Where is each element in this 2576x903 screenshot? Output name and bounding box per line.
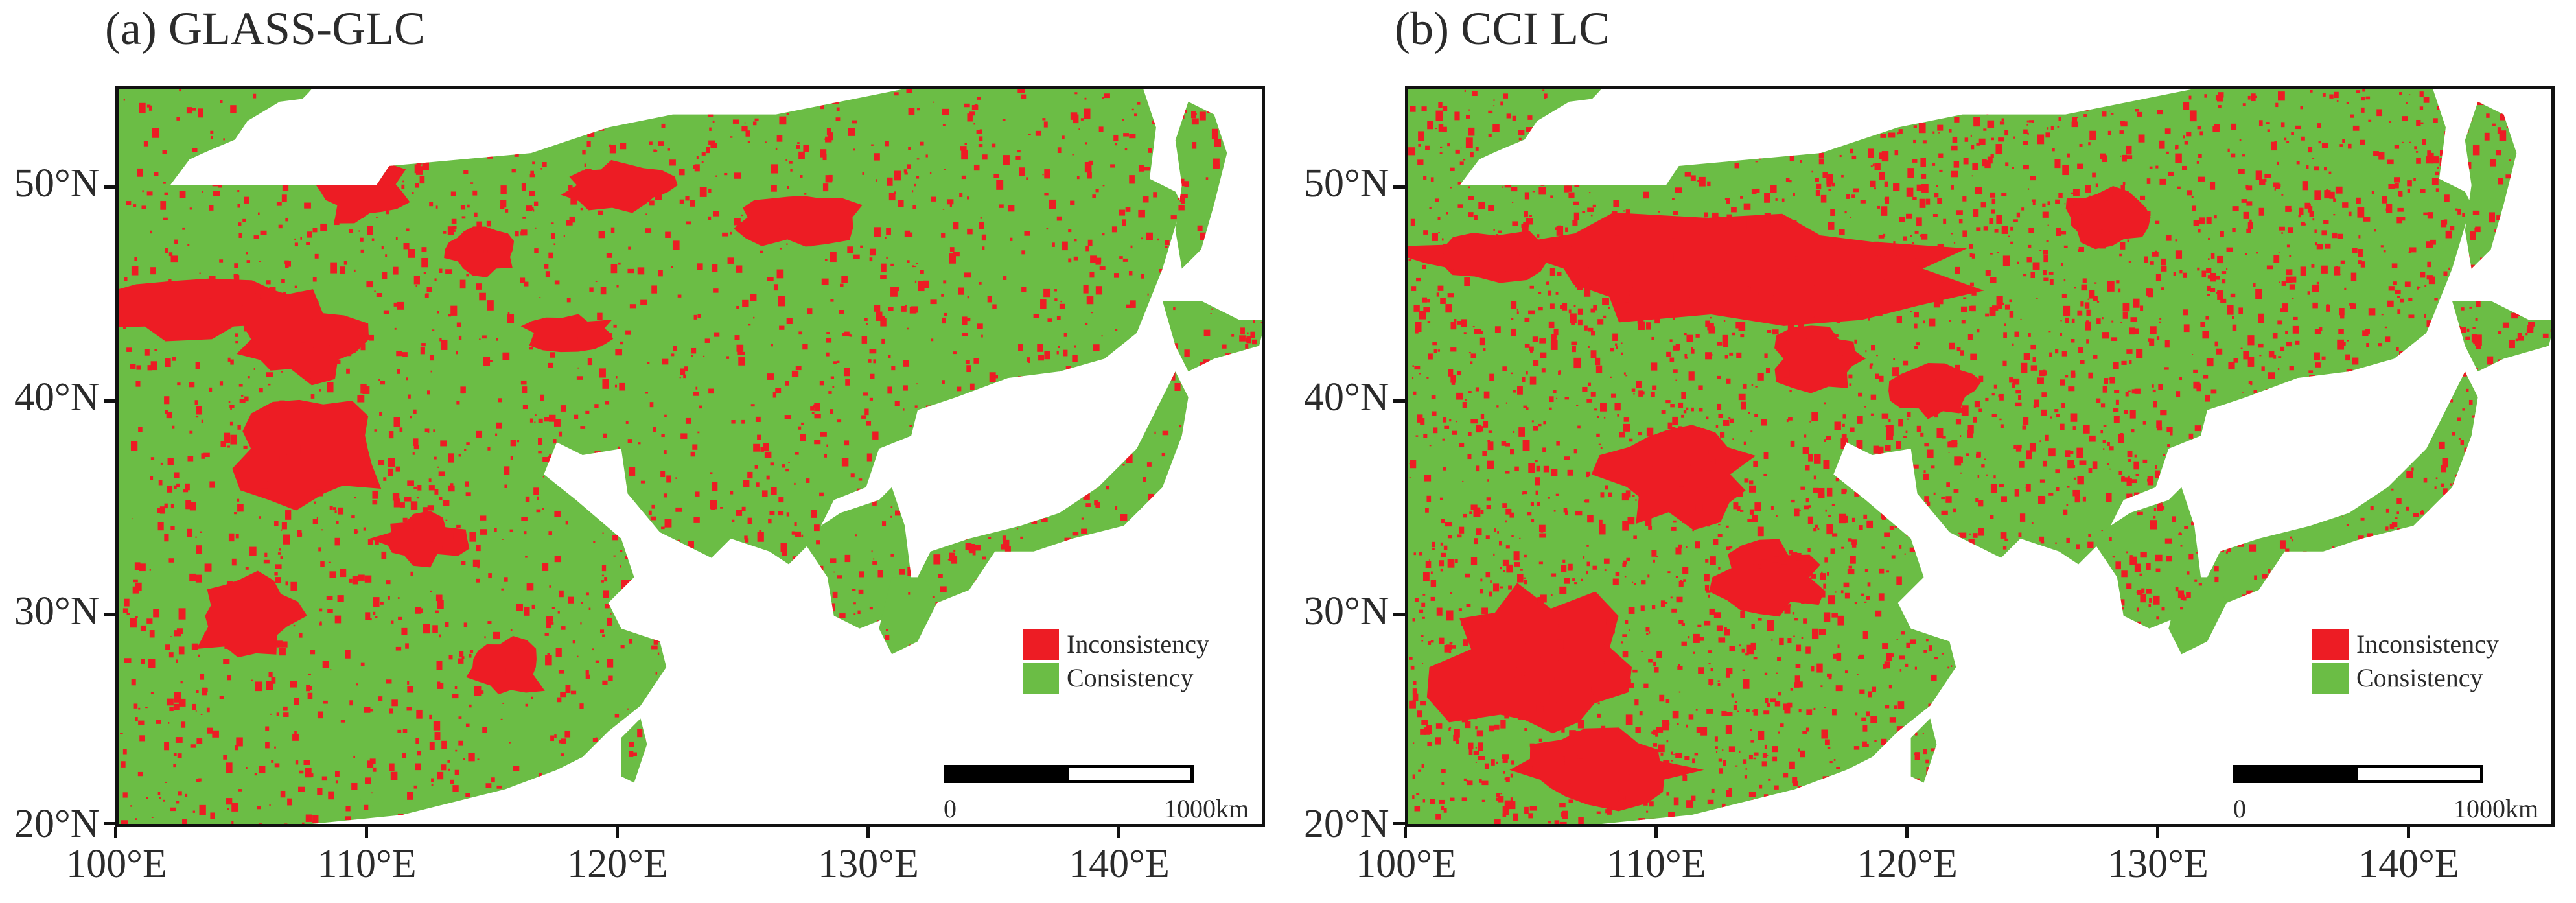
- lat-tick: [1393, 399, 1405, 403]
- scale-label-start: 0: [944, 794, 957, 823]
- legend-swatch-green: [1023, 663, 1059, 694]
- lat-tick: [1393, 185, 1405, 189]
- legend-item-consistency: Consistency: [1023, 661, 1209, 695]
- scale-bar-fill: [2236, 768, 2358, 780]
- lat-tick: [104, 822, 115, 825]
- lat-label-20: 20°N: [1304, 802, 1389, 846]
- lat-label-50: 50°N: [1304, 161, 1389, 205]
- lon-label-130: 130°E: [2107, 842, 2209, 886]
- map-frame: [1405, 86, 2555, 827]
- lon-tick: [1654, 827, 1658, 838]
- lon-label-100: 100°E: [66, 842, 167, 886]
- map-panel-b: (b) CCI LC 50°N 40°N 30°N 20°N 100°E 110…: [1290, 0, 2576, 903]
- scale-bar-fill: [947, 768, 1069, 780]
- legend-item-inconsistency: Inconsistency: [2312, 627, 2499, 661]
- lon-tick: [866, 827, 870, 838]
- lon-label-120: 120°E: [1857, 842, 1958, 886]
- legend-label: Inconsistency: [1067, 629, 1209, 659]
- lon-tick: [114, 827, 117, 838]
- lat-label-40: 40°N: [1304, 375, 1389, 419]
- legend-swatch-red: [2312, 629, 2349, 660]
- lat-label-20: 20°N: [14, 802, 100, 846]
- legend-item-inconsistency: Inconsistency: [1023, 627, 1209, 661]
- scale-bar: [2233, 765, 2483, 783]
- lon-tick: [616, 827, 619, 838]
- scale-label-end: 1000km: [1164, 794, 1249, 823]
- legend-label: Inconsistency: [2356, 629, 2499, 659]
- legend-item-consistency: Consistency: [2312, 661, 2499, 695]
- lon-label-120: 120°E: [567, 842, 668, 886]
- east-asia-land-cover-map: [119, 89, 1262, 824]
- map-panel-a: (a) GLASS-GLC 50°N 40°N 30°N 20°N 100°E …: [14, 3, 1265, 886]
- lon-tick: [1404, 827, 1407, 838]
- legend-swatch-green: [2312, 663, 2349, 694]
- lat-tick: [104, 399, 115, 403]
- lon-label-100: 100°E: [1356, 842, 1457, 886]
- lon-label-140: 140°E: [2358, 842, 2459, 886]
- legend-label: Consistency: [2356, 663, 2483, 692]
- lon-label-110: 110°E: [317, 842, 417, 886]
- legend: Inconsistency Consistency: [2312, 627, 2499, 695]
- map-frame: [115, 86, 1265, 827]
- lat-label-30: 30°N: [14, 589, 100, 633]
- legend-label: Consistency: [1067, 663, 1194, 692]
- legend-swatch-red: [1023, 629, 1059, 660]
- lat-tick: [1393, 822, 1405, 825]
- east-asia-land-cover-map: [1408, 89, 2551, 824]
- lat-tick: [1393, 613, 1405, 616]
- scale-label-end: 1000km: [2454, 794, 2539, 823]
- lon-tick: [1905, 827, 1909, 838]
- scale-bar: [944, 765, 1194, 783]
- panel-title: (b) CCI LC: [1395, 3, 1610, 54]
- scale-label-start: 0: [2233, 794, 2246, 823]
- lat-tick: [104, 185, 115, 189]
- panel-title: (a) GLASS-GLC: [105, 3, 425, 54]
- lat-tick: [104, 613, 115, 616]
- lon-label-110: 110°E: [1607, 842, 1706, 886]
- lon-tick: [1117, 827, 1120, 838]
- lat-label-50: 50°N: [14, 161, 100, 205]
- lon-tick: [365, 827, 368, 838]
- lon-label-130: 130°E: [818, 842, 919, 886]
- legend: Inconsistency Consistency: [1023, 627, 1209, 695]
- lon-label-140: 140°E: [1069, 842, 1170, 886]
- lon-tick: [2156, 827, 2159, 838]
- lat-label-30: 30°N: [1304, 589, 1389, 633]
- lon-tick: [2407, 827, 2410, 838]
- lat-label-40: 40°N: [14, 375, 100, 419]
